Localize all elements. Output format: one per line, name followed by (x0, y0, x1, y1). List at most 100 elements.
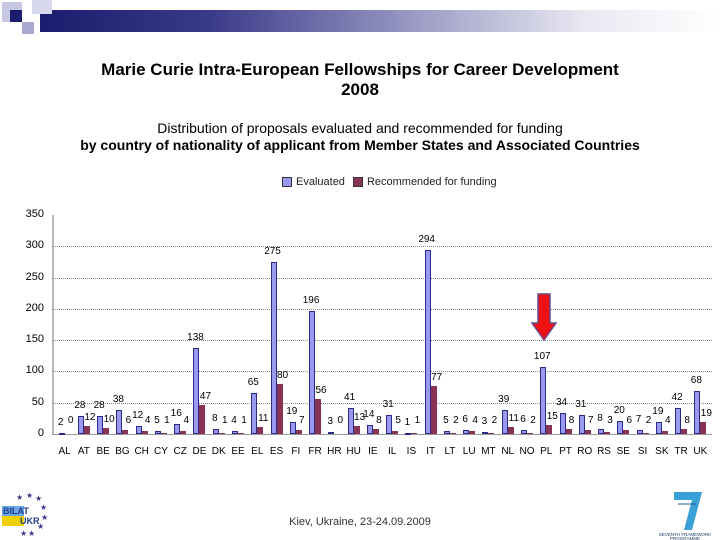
bar-evaluated (617, 421, 624, 434)
x-tick-label: MT (481, 446, 496, 457)
svg-text:★: ★ (37, 522, 44, 531)
value-label-recommended: 2 (645, 414, 652, 426)
x-tick-label: SE (616, 446, 630, 457)
y-tick-label: 300 (25, 239, 44, 252)
y-tick-label: 50 (31, 395, 44, 408)
y-tick-label: 150 (25, 333, 44, 346)
x-tick-label: EL (251, 446, 264, 457)
gridline (52, 371, 712, 373)
bilat-ukr-logo: BILAT UKR ★ ★ ★★ ★★ ★★ (2, 492, 48, 538)
chart-legend: Evaluated Recommended for funding (282, 176, 497, 188)
legend-label-evaluated: Evaluated (296, 176, 345, 188)
bar-recommended (83, 426, 90, 434)
value-label-recommended: 4 (472, 414, 478, 426)
x-tick-label: RS (597, 446, 611, 457)
x-tick-label: DE (192, 446, 207, 457)
bar-evaluated (309, 311, 316, 434)
bar-recommended (469, 431, 476, 434)
value-label-evaluated: 41 (344, 392, 356, 404)
x-tick-label: IL (387, 446, 397, 457)
y-tick-label: 350 (25, 208, 44, 220)
x-tick-label: SK (655, 446, 669, 457)
x-axis (52, 434, 712, 435)
x-tick-label: BG (115, 446, 130, 457)
decor-square (32, 0, 52, 14)
x-tick-label: ES (269, 446, 284, 457)
x-tick-label: NL (501, 446, 515, 457)
value-label-evaluated: 1 (404, 417, 411, 429)
svg-text:BILAT: BILAT (3, 506, 29, 516)
value-label-evaluated: 5 (154, 414, 160, 426)
subtitle-line-1: Distribution of proposals evaluated and … (157, 120, 563, 136)
x-tick-label: PT (559, 446, 572, 457)
gridline (52, 340, 712, 342)
value-label-evaluated: 8 (211, 412, 218, 424)
value-label-evaluated: 2 (57, 416, 64, 428)
value-label-recommended: 4 (144, 414, 151, 426)
value-label-evaluated: 6 (520, 414, 526, 426)
bar-recommended (160, 433, 167, 434)
value-label-recommended: 12 (84, 412, 96, 424)
bar-evaluated (540, 367, 547, 434)
bar-recommended (295, 429, 302, 434)
x-tick-label: HR (327, 446, 342, 457)
bar-evaluated (270, 261, 277, 434)
value-label-recommended: 6 (626, 414, 633, 426)
x-tick-label: BE (96, 446, 110, 457)
bar-recommended (392, 430, 399, 434)
bar-recommended (103, 427, 110, 434)
value-label-recommended: 15 (546, 410, 558, 422)
legend-swatch-evaluated (282, 177, 292, 187)
x-tick-label: SI (637, 446, 648, 457)
y-tick-label: 200 (25, 301, 44, 314)
bar-recommended (681, 428, 688, 434)
decor-square (10, 10, 22, 22)
value-label-recommended: 13 (354, 411, 366, 423)
bar-recommended (623, 430, 630, 434)
bar-recommended (199, 404, 206, 434)
decor-square (22, 22, 34, 34)
bar-evaluated (58, 432, 65, 435)
value-label-recommended: 0 (337, 414, 344, 426)
value-label-recommended: 1 (241, 414, 247, 426)
value-label-recommended: 19 (700, 408, 712, 420)
bar-recommended (372, 428, 379, 434)
bar-evaluated (443, 430, 450, 434)
value-label-recommended: 5 (395, 414, 401, 426)
value-label-evaluated: 28 (74, 400, 86, 412)
value-label-recommended: 1 (414, 414, 421, 426)
value-label-evaluated: 138 (187, 331, 204, 343)
x-tick-label: EE (231, 446, 245, 457)
bar-recommended (642, 432, 649, 434)
value-label-evaluated: 31 (382, 398, 394, 410)
bar-evaluated (463, 430, 470, 434)
slide-title: Marie Curie Intra-European Fellowships f… (0, 60, 720, 100)
y-tick-label: 0 (37, 427, 44, 439)
value-label-evaluated: 3 (481, 416, 488, 428)
bar-recommended (218, 433, 225, 434)
value-label-recommended: 11 (258, 413, 269, 425)
bar-evaluated (694, 391, 701, 434)
value-label-evaluated: 38 (112, 394, 124, 406)
value-label-evaluated: 5 (443, 414, 449, 426)
x-tick-label: CZ (173, 446, 187, 457)
x-tick-label: LU (462, 446, 476, 457)
x-tick-label: DK (211, 446, 226, 457)
bar-recommended (604, 432, 611, 434)
value-label-recommended: 2 (530, 414, 536, 426)
x-tick-label: PL (540, 446, 553, 457)
value-label-recommended: 11 (508, 413, 519, 425)
svg-text:★: ★ (40, 503, 47, 512)
bar-recommended (507, 427, 514, 434)
bar-recommended (488, 432, 495, 434)
gridline (52, 277, 712, 279)
x-tick-label: AT (77, 446, 90, 457)
bar-recommended (430, 385, 437, 434)
value-label-recommended: 3 (607, 414, 613, 426)
y-axis (52, 215, 54, 435)
x-tick-label: IT (426, 446, 436, 457)
svg-text:★: ★ (28, 529, 35, 538)
value-label-recommended: 80 (276, 369, 289, 381)
x-tick-label: TR (674, 446, 688, 457)
x-tick-label: UK (693, 446, 708, 457)
